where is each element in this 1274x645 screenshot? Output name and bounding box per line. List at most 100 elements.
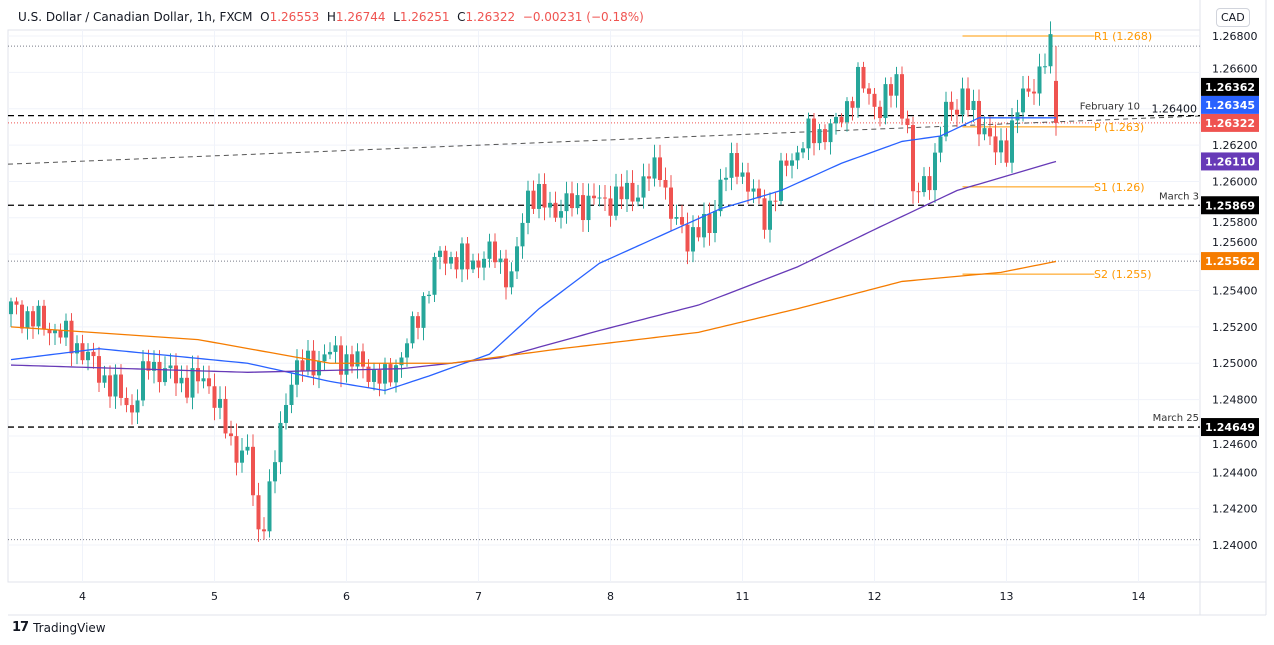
candle-up [267, 481, 272, 532]
candle-up [1048, 34, 1053, 67]
candle-up [625, 182, 629, 200]
candle-up [1010, 120, 1014, 163]
candle-down [647, 176, 651, 179]
candle-up [218, 398, 222, 408]
y-tick-label: 1.24200 [1212, 503, 1258, 516]
candle-up [564, 193, 569, 212]
candle-down [757, 188, 761, 199]
candle-up [487, 241, 492, 259]
candle-up [729, 153, 734, 178]
currency-button[interactable]: CAD [1216, 8, 1250, 27]
close-label: C [457, 10, 466, 24]
tradingview-logo[interactable]: 17 TradingView [12, 620, 106, 635]
candle-up [801, 148, 805, 153]
candle-down [234, 436, 239, 463]
candle-down [603, 197, 607, 199]
trend-line [7, 115, 1201, 165]
low-value: 1.26251 [399, 10, 450, 24]
candle-down [900, 74, 904, 119]
price-tag-last [1201, 113, 1259, 132]
candle-up [971, 100, 976, 110]
candle-down [91, 351, 96, 357]
candle-up [36, 305, 41, 327]
plot-area [7, 29, 1201, 583]
candle-down [608, 198, 613, 216]
candle-down [685, 224, 690, 252]
candle-down [454, 257, 459, 270]
candle-down [229, 433, 233, 437]
y-tick-label: 1.25400 [1212, 285, 1258, 298]
candle-up [273, 462, 277, 482]
price-tag-ma100 [1201, 152, 1259, 171]
candle-up [614, 186, 618, 216]
ma-line-ma200 [10, 260, 1057, 364]
candle-down [251, 446, 255, 496]
candle-down [185, 377, 189, 398]
pivot-label: S2 (1.255) [1094, 268, 1152, 281]
candle-up [135, 400, 140, 413]
symbol-title: U.S. Dollar / Canadian Dollar, 1h, FXCM [18, 10, 253, 24]
x-tick-label: 14 [1132, 590, 1146, 603]
candle-down [212, 386, 217, 408]
candle-down [311, 350, 316, 376]
candle-up [806, 118, 811, 149]
candle-up [152, 361, 156, 371]
candle-down [300, 360, 305, 371]
candle-up [982, 128, 987, 135]
candle-down [746, 172, 750, 192]
candle-up [674, 217, 679, 219]
candle-up [520, 222, 525, 247]
price-tag-february-10-text: 1.26362 [1205, 81, 1255, 94]
candle-up [845, 101, 849, 123]
candle-down [196, 368, 200, 382]
candle-up [460, 243, 464, 270]
candle-up [1037, 66, 1042, 94]
candle-up [713, 211, 717, 233]
candle-down [663, 180, 668, 188]
candle-down [14, 301, 19, 305]
y-tick-label: 1.24600 [1212, 438, 1258, 451]
x-tick-label: 12 [868, 590, 882, 603]
candle-up [817, 129, 822, 144]
candle-down [1054, 80, 1058, 123]
candle-down [20, 304, 24, 329]
chart-legend: U.S. Dollar / Canadian Dollar, 1h, FXCM … [18, 10, 644, 24]
candle-down [366, 366, 371, 382]
candle-down [262, 529, 266, 532]
candle-up [702, 213, 706, 238]
candle-up [190, 368, 195, 398]
candle-up [724, 177, 728, 180]
brand-name: TradingView [33, 620, 106, 635]
candle-up [333, 345, 338, 352]
candle-up [75, 343, 79, 354]
candle-up [317, 361, 321, 376]
y-tick-label: 1.26000 [1212, 175, 1258, 188]
y-tick-label: 1.25600 [1212, 236, 1258, 249]
pivot-label: S1 (1.26) [1094, 181, 1145, 194]
price-tag-march-3-text: 1.25869 [1205, 199, 1255, 212]
candle-down [377, 369, 382, 384]
candle-down [993, 136, 998, 153]
candle-down [916, 191, 921, 193]
candle-up [25, 311, 30, 329]
candle-up [394, 365, 398, 383]
candle-down [361, 351, 365, 367]
x-tick-label: 13 [1000, 590, 1014, 603]
candle-down [504, 258, 508, 288]
candle-down [812, 118, 816, 144]
candle-down [476, 260, 481, 268]
candle-down [570, 193, 574, 209]
candle-up [933, 152, 937, 191]
candle-down [581, 195, 585, 221]
high-value: 1.26744 [335, 10, 386, 24]
candle-down [256, 495, 261, 530]
price-tag-ma50-text: 1.26345 [1205, 99, 1255, 112]
candle-up [284, 404, 288, 423]
y-tick-label: 1.26800 [1212, 30, 1258, 43]
candle-up [201, 378, 206, 382]
x-tick-label: 7 [475, 590, 482, 603]
candle-up [372, 369, 376, 382]
candle-up [751, 188, 756, 192]
candle-down [531, 190, 536, 209]
